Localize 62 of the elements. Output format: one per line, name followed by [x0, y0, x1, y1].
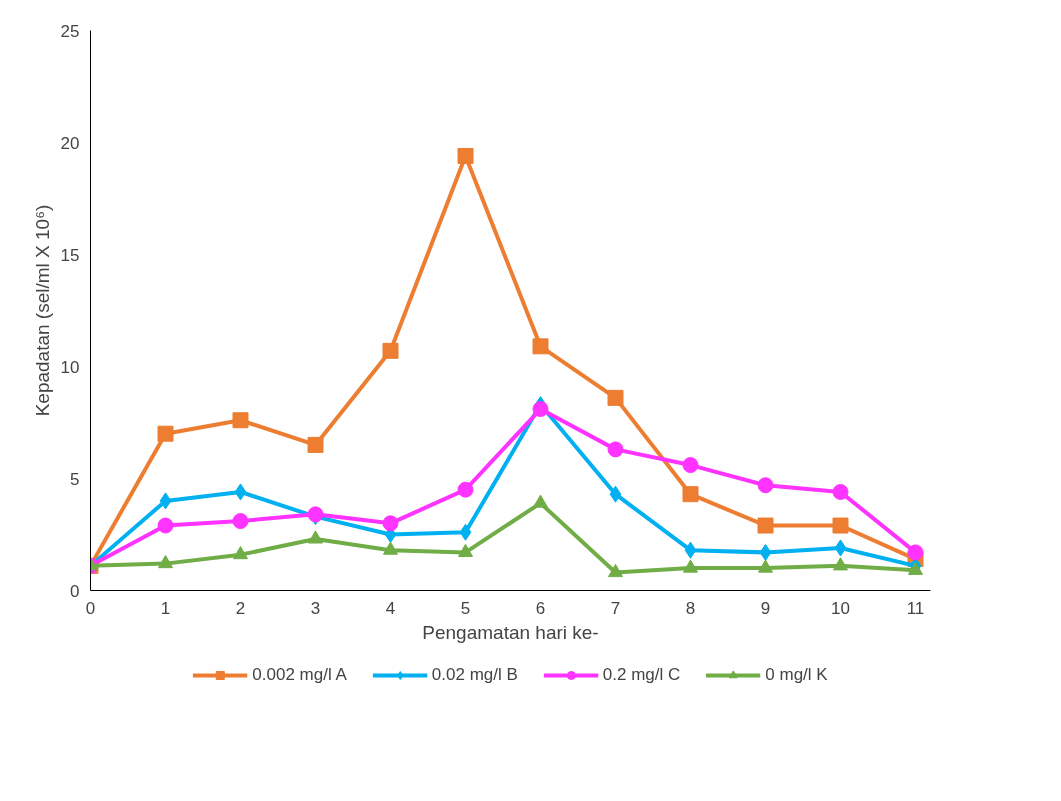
legend-label: 0.02 mg/l B [431, 665, 518, 685]
y-tick-label: 15 [60, 245, 80, 265]
point [609, 485, 622, 503]
point [234, 483, 247, 501]
point [683, 559, 698, 573]
y-tick-label: 10 [60, 357, 80, 377]
point [682, 486, 699, 503]
point [758, 559, 773, 573]
x-tick-label: 2 [235, 598, 246, 618]
x-tick-label: 10 [831, 598, 850, 618]
point [682, 457, 699, 474]
point [757, 517, 774, 534]
legend-label: 0 mg/l K [765, 665, 828, 685]
point [759, 543, 772, 561]
point [607, 389, 624, 406]
x-tick-label: 9 [760, 598, 771, 618]
x-tick-label: 4 [385, 598, 396, 618]
point [157, 425, 174, 442]
point [232, 513, 249, 530]
point [159, 492, 172, 510]
point [608, 564, 623, 578]
x-tick-label: 8 [685, 598, 696, 618]
x-tick-label: 11 [906, 598, 925, 618]
point [458, 543, 473, 557]
x-tick-label: 5 [460, 598, 471, 618]
point [532, 338, 549, 355]
point [832, 517, 849, 534]
point [457, 147, 474, 164]
legend-label: 0.2 mg/l C [602, 665, 681, 685]
point [684, 541, 697, 559]
x-tick-label: 0 [85, 598, 96, 618]
x-tick-label: 7 [610, 598, 621, 618]
point [833, 557, 848, 571]
point [459, 523, 472, 541]
point [908, 561, 923, 575]
y-tick-label: 25 [60, 21, 80, 41]
point [382, 342, 399, 359]
point [307, 436, 324, 453]
y-tick-label: 5 [70, 469, 80, 489]
point [757, 477, 774, 494]
point [832, 483, 849, 500]
x-tick-label: 3 [310, 598, 321, 618]
x-axis-title: Pengamatan hari ke- [422, 621, 599, 643]
point [834, 539, 847, 557]
y-axis-title: Kepadatan (sel/ml X 10⁶) [31, 204, 53, 417]
point [308, 530, 323, 544]
y-tick-label: 0 [70, 581, 80, 601]
point [383, 541, 398, 555]
point [233, 546, 248, 560]
x-tick-label: 1 [160, 598, 171, 618]
point [232, 412, 249, 429]
point [158, 555, 173, 569]
x-tick-label: 6 [535, 598, 546, 618]
point [457, 481, 474, 498]
legend-label: 0.002 mg/l A [252, 665, 347, 685]
point [607, 441, 624, 458]
point [532, 401, 549, 418]
point [907, 544, 924, 561]
y-tick-label: 20 [60, 133, 80, 153]
point [382, 515, 399, 532]
point [157, 517, 174, 534]
point [533, 494, 548, 508]
